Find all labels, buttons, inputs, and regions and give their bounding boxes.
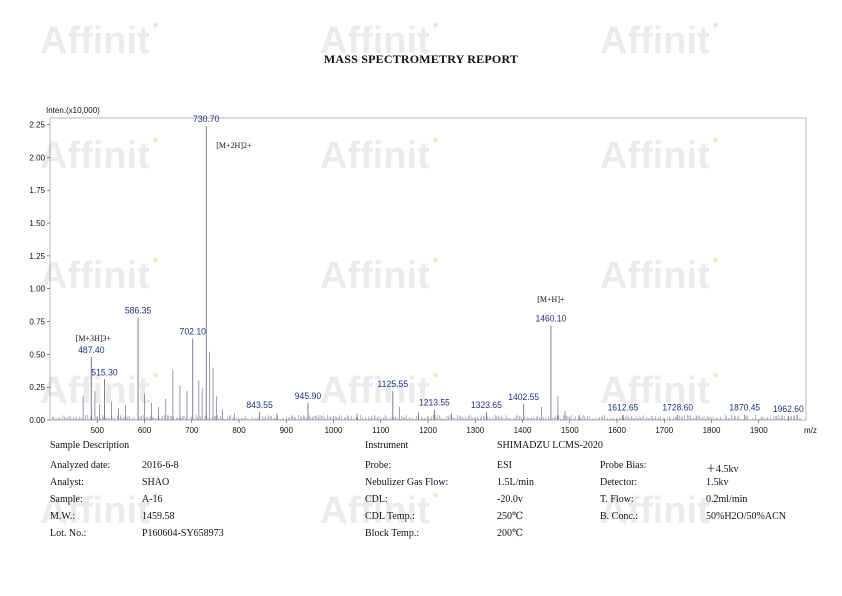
x-tick-label: 1000 <box>325 426 343 435</box>
info-v3: 50%H2O/50%ACN <box>706 511 786 522</box>
peak-label: 1323.65 <box>471 400 502 410</box>
watermark-dot: ● <box>429 20 439 31</box>
info-v2: -20.0v <box>497 494 523 505</box>
y-axis-label: Inten.(x10,000) <box>46 106 100 115</box>
info-l1: Analyst: <box>50 477 84 488</box>
info-v1: P160604-SY658973 <box>142 528 224 539</box>
info-l2: Nebulizer Gas Flow: <box>365 477 449 488</box>
x-tick-label: 1400 <box>514 426 532 435</box>
peak-label: 843.55 <box>246 400 272 410</box>
x-tick-label: 800 <box>232 426 246 435</box>
x-tick-label: 500 <box>91 426 105 435</box>
mass-spectrum-chart: Inten.(x10,000) 0.00 0.25 0.50 0.75 1.00 1.25 1… <box>29 106 816 435</box>
info-v2: 250℃ <box>497 511 524 522</box>
chart-axes: Inten.(x10,000) 0.00 0.25 0.50 0.75 1.00 1.25 1… <box>29 106 816 435</box>
peak-label: 1213.55 <box>419 397 450 407</box>
peak-label: 1612.65 <box>608 403 639 413</box>
instrument-label: Instrument <box>365 440 409 451</box>
info-v3: ＋4.5kv <box>706 464 739 475</box>
x-tick-label: 700 <box>185 426 199 435</box>
info-l2: Block Temp.: <box>365 528 420 539</box>
peak-annotation: [M+H]+ <box>537 295 565 304</box>
x-tick-label: 1800 <box>703 426 721 435</box>
info-l1: Lot. No.: <box>50 528 87 539</box>
y-tick-label: 0.50 <box>29 350 45 359</box>
y-tick-label: 1.00 <box>29 285 45 294</box>
peak-label: 1125.55 <box>377 379 408 389</box>
info-v3: 0.2ml/min <box>706 494 748 505</box>
info-v2: 200℃ <box>497 528 524 539</box>
x-tick-label: 1100 <box>372 426 390 435</box>
y-tick-label: 0.25 <box>29 383 45 392</box>
peak-label: 1728.60 <box>662 403 693 413</box>
x-tick-label: 1600 <box>608 426 626 435</box>
info-l3: B. Conc.: <box>600 511 639 522</box>
watermark-dot: ● <box>149 20 159 31</box>
y-tick-label: 2.00 <box>29 153 45 162</box>
peak-label: 487.40 <box>78 345 104 355</box>
info-v1: SHAO <box>142 477 170 488</box>
peak-annotation: [M+2H]2+ <box>216 141 252 150</box>
watermark-dot: ● <box>429 490 439 501</box>
info-l3: Probe Bias: <box>600 460 647 471</box>
info-v2: ESI <box>497 460 512 471</box>
plot-frame <box>49 117 807 421</box>
info-l2: Probe: <box>365 460 392 471</box>
peak-label: 1460.10 <box>535 313 566 323</box>
x-tick-label: 900 <box>280 426 294 435</box>
peak-label: 586.35 <box>125 306 151 316</box>
y-tick-label: 0.00 <box>29 416 45 425</box>
info-l1: Sample: <box>50 494 83 505</box>
labeled-peaks: 487.40 515.30 586.35 702.10 730.70 843.55 945.… <box>78 114 804 420</box>
peak-annotation: [M+3H]3+ <box>76 334 112 343</box>
y-tick-label: 1.50 <box>29 219 45 228</box>
peak-label: 730.70 <box>193 114 219 124</box>
report-title: MASS SPECTROMETRY REPORT <box>323 52 519 66</box>
x-axis-label: m/z <box>804 426 817 435</box>
info-l1: Analyzed date: <box>50 460 111 471</box>
info-v3: 1.5kv <box>706 477 729 488</box>
peak-annotations: [M+2H]2+ [M+3H]3+ [M+H]+ <box>76 141 565 343</box>
y-tick-label: 0.75 <box>29 318 45 327</box>
x-tick-label: 1300 <box>466 426 484 435</box>
x-tick-label: 1500 <box>561 426 579 435</box>
info-v1: 2016-6-8 <box>142 460 179 471</box>
peak-label: 515.30 <box>91 367 117 377</box>
instrument-value: SHIMADZU LCMS-2020 <box>497 440 603 451</box>
y-tick-label: 1.25 <box>29 252 45 261</box>
peak-label: 702.10 <box>180 327 206 337</box>
info-l1: M.W.: <box>50 511 76 522</box>
watermark-dot: ● <box>709 20 719 31</box>
info-v1: 1459.58 <box>142 511 175 522</box>
info-l2: CDL Temp.: <box>365 511 415 522</box>
y-tick-label: 2.25 <box>29 121 45 130</box>
peak-label: 1870.45 <box>729 403 760 413</box>
info-l2: CDL: <box>365 494 388 505</box>
sample-description-label: Sample Description <box>50 440 130 451</box>
info-l3: Detector: <box>600 477 638 488</box>
info-v2: 1.5L/min <box>497 477 534 488</box>
x-tick-label: 1700 <box>655 426 673 435</box>
info-v1: A-16 <box>142 494 163 505</box>
peak-label: 945.90 <box>295 391 321 401</box>
x-tick-label: 1200 <box>419 426 437 435</box>
y-tick-label: 1.75 <box>29 186 45 195</box>
info-l3: T. Flow: <box>600 494 634 505</box>
peak-label: 1962.60 <box>773 404 804 414</box>
x-tick-label: 1900 <box>750 426 768 435</box>
x-tick-label: 600 <box>138 426 152 435</box>
peak-label: 1402.55 <box>508 392 539 402</box>
